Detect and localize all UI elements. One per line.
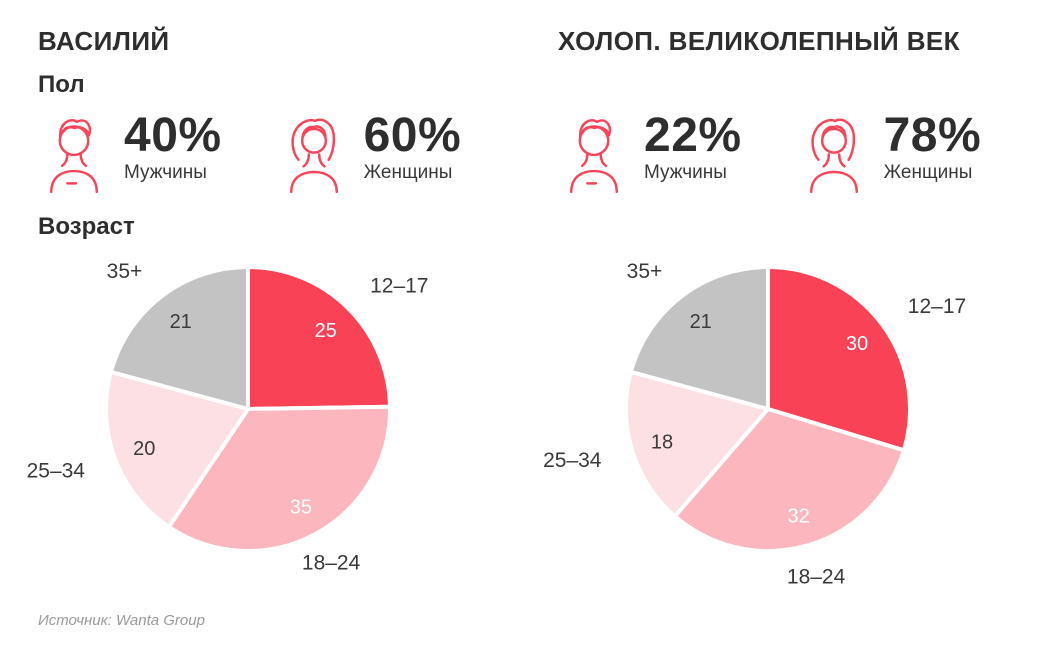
male-percent: 40%: [124, 109, 222, 162]
pie-slice-18-24: [672, 407, 906, 553]
source-note: Источник: Wanta Group: [38, 612, 205, 629]
pie-slice-value-25-34: 18: [651, 431, 673, 453]
male-stat-text: 22% Мужчины: [644, 108, 742, 184]
panel-kholop-velikolepnyy-vek: ХОЛОП. ВЕЛИКОЛЕПНЫЙ ВЕК: [543, 26, 1038, 604]
pie-slice-label-12-17: 12–17: [370, 274, 428, 297]
spacer: [558, 72, 1038, 108]
female-stat-text: 60% Женщины: [364, 108, 462, 184]
female-label: Женщины: [883, 162, 973, 183]
male-stat: 22% Мужчины: [558, 108, 742, 199]
gender-stats: 22% Мужчины: [558, 108, 1038, 204]
age-section-label: Возраст: [38, 213, 135, 240]
pie-slice-label-35plus: 35+: [627, 260, 663, 283]
gender-stats: 40% Мужчины: [38, 108, 518, 204]
gender-section-label: Пол: [38, 71, 85, 98]
female-stat-text: 78% Женщины: [884, 108, 982, 184]
pie-slice-value-18-24: 35: [290, 496, 312, 518]
pie-slice-35plus: [108, 265, 250, 411]
pie-slice-value-35plus: 21: [170, 311, 192, 333]
panel-title: ВАСИЛИЙ: [38, 26, 170, 56]
pie-slice-label-25-34: 25–34: [543, 449, 602, 472]
female-label: Женщины: [363, 162, 453, 183]
male-stat-text: 40% Мужчины: [124, 108, 222, 184]
pie-slice-18-24: [166, 404, 392, 553]
pie-slice-value-18-24: 32: [787, 505, 809, 527]
pie-slice-label-18-24: 18–24: [787, 566, 846, 589]
pie-slice-label-18-24: 18–24: [302, 551, 361, 574]
panels-row: ВАСИЛИЙ Пол 40%: [27, 26, 1048, 604]
age-pie-chart-kholop: 30 12–17 32 18–24 18 25–34 21 35+: [543, 260, 966, 589]
pie-slice-35plus: [628, 265, 770, 411]
male-icon: [558, 114, 630, 199]
male-stat: 40% Мужчины: [38, 108, 222, 199]
panel-title: ХОЛОП. ВЕЛИКОЛЕПНЫЙ ВЕК: [558, 26, 960, 56]
female-icon: [278, 114, 350, 199]
female-stat: 60% Женщины: [278, 108, 462, 199]
panel-vasiliy: ВАСИЛИЙ Пол 40%: [27, 26, 518, 604]
pie-slice-value-12-17: 25: [315, 320, 337, 342]
female-stat: 78% Женщины: [798, 108, 982, 199]
age-pie-chart-vasiliy: 25 12–17 35 18–24 20 25–34 21 35+: [27, 260, 429, 574]
pie-slice-value-12-17: 30: [846, 333, 868, 355]
male-label: Мужчины: [124, 162, 207, 183]
pie-slice-12-17: [766, 265, 912, 453]
female-icon: [798, 114, 870, 199]
pie-slice-25-34: [623, 369, 770, 519]
male-label: Мужчины: [644, 162, 727, 183]
spacer: [558, 214, 1038, 244]
pie-slice-value-35plus: 21: [690, 311, 712, 333]
male-icon: [38, 114, 110, 199]
female-percent: 60%: [363, 109, 462, 162]
pie-slice-25-34: [104, 369, 250, 529]
pie-slice-12-17: [246, 265, 392, 411]
male-percent: 22%: [644, 109, 742, 162]
pie-slice-label-35plus: 35+: [107, 260, 143, 283]
female-percent: 78%: [883, 109, 982, 162]
pie-slice-label-25-34: 25–34: [27, 459, 86, 482]
pie-slice-value-25-34: 20: [133, 438, 155, 460]
pie-slice-label-12-17: 12–17: [908, 295, 966, 318]
